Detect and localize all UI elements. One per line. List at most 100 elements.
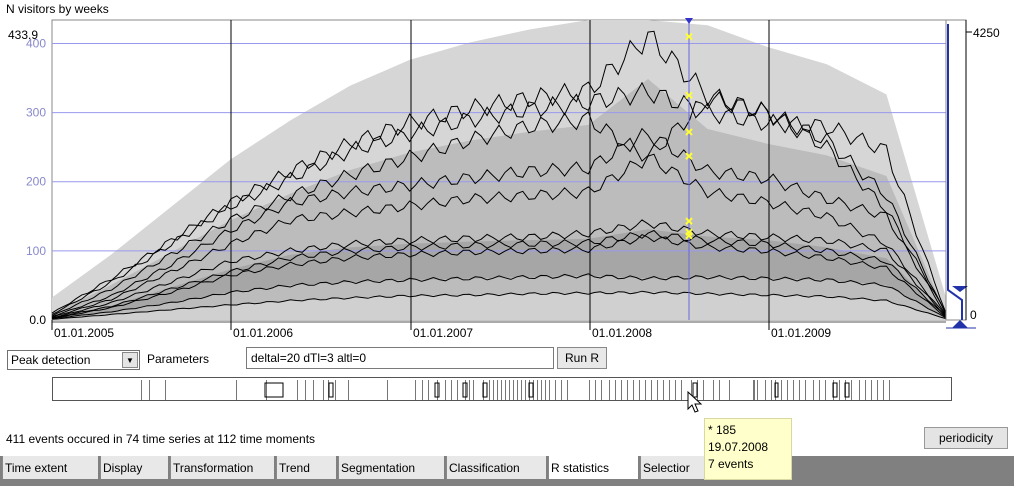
timeline-tick [323, 380, 324, 400]
timeline-tick [165, 380, 166, 400]
y-tick-label: 300 [26, 106, 46, 120]
timeline-tick [415, 380, 416, 400]
timeline-tick [627, 380, 628, 400]
timeline-tick [865, 380, 866, 400]
timeline-tick [883, 380, 884, 400]
method-select[interactable]: Peak detection ▼ [7, 350, 140, 370]
tab-r-statistics[interactable]: R statistics [548, 456, 638, 479]
timeline-tick [489, 380, 490, 400]
timeline-tick [549, 380, 550, 400]
timeline-tick [839, 380, 840, 400]
timeline-tick [501, 380, 502, 400]
timeline-tick [753, 380, 755, 400]
right-scale-top-label: 4250 [973, 26, 1000, 40]
timeline-tick [681, 380, 682, 400]
timeline-tick [149, 380, 150, 400]
timeline-tick [589, 380, 590, 400]
timeline-tick [805, 380, 806, 400]
timeline-tick [871, 380, 872, 400]
mouse-pointer-icon [687, 390, 703, 413]
timeline-tick [703, 380, 704, 400]
y-tick-label: 100 [26, 244, 46, 258]
y-tick-label: 0.0 [29, 313, 46, 327]
timeline-tick [473, 380, 474, 400]
tab-time-extent[interactable]: Time extent [2, 456, 98, 479]
tab-selection[interactable]: Selectior [640, 456, 706, 479]
chevron-down-icon[interactable]: ▼ [122, 352, 138, 368]
tab-classification[interactable]: Classification [446, 456, 546, 479]
timeline-tick [509, 380, 510, 400]
timeline-tick [513, 380, 514, 400]
peak-marker [685, 91, 693, 100]
timeline-tick [691, 380, 692, 400]
timeline-tick [601, 380, 602, 400]
series-line [51, 153, 947, 318]
parameters-input[interactable] [246, 347, 554, 369]
timeline-tick [555, 380, 556, 400]
timeline-tick [497, 380, 498, 400]
timeline-box [482, 382, 488, 398]
timeline-tick [297, 380, 298, 400]
x-tick-label: 01.01.2008 [592, 326, 652, 340]
tab-segmentation[interactable]: Segmentation [338, 456, 444, 479]
timeline-tick [719, 380, 720, 400]
timeline-tick [537, 380, 538, 400]
timeline-tick [765, 380, 766, 400]
tab-transformation[interactable]: Transformation [170, 456, 274, 479]
timeline-tick [521, 380, 522, 400]
tooltip-line-3: 7 events [708, 457, 754, 471]
timeline-tick [669, 380, 670, 400]
periodicity-button[interactable]: periodicity [924, 427, 1008, 449]
timeline-tick [451, 380, 452, 400]
timeline-tick [825, 380, 826, 400]
tooltip: * 185 19.07.2008 7 events [704, 418, 792, 480]
timeline-box [692, 382, 698, 398]
timeline-tick [445, 380, 446, 400]
series-lines [51, 30, 947, 320]
peak-marker [685, 128, 693, 136]
timeline-tick [781, 380, 782, 400]
timeline-tick [889, 380, 890, 400]
timeline-tick [465, 380, 466, 400]
timeline-tick [771, 380, 772, 400]
tab-trend[interactable]: Trend [276, 456, 336, 479]
timeline-tick [517, 380, 518, 400]
timeline-tick [813, 380, 814, 400]
series-line [51, 91, 947, 317]
timeline-box [462, 382, 468, 398]
timeline-tick [348, 380, 349, 400]
y-tick-label: 200 [26, 175, 46, 189]
timeline-tick [567, 380, 568, 400]
timeline-tick [877, 380, 878, 400]
timeline-tick [793, 380, 794, 400]
right-scale[interactable]: 4250 0 [945, 19, 1000, 329]
timeline-tick [545, 380, 546, 400]
peak-marker [685, 32, 693, 41]
timeline-box [264, 382, 284, 398]
x-tick-label: 01.01.2005 [54, 326, 114, 340]
timeline-tick [633, 380, 634, 400]
time-cursor[interactable] [685, 18, 693, 320]
tooltip-line-2: 19.07.2008 [708, 440, 769, 454]
x-tick-label: 01.01.2009 [771, 326, 831, 340]
timeline-tick [525, 380, 526, 400]
event-timeline-strip[interactable] [52, 377, 952, 401]
timeline-tick [657, 380, 658, 400]
timeline-box [528, 382, 534, 398]
right-scale-lower-handle-icon [952, 320, 968, 328]
band-min [52, 292, 946, 320]
timeline-tick [305, 380, 306, 400]
timeline-tick [663, 380, 664, 400]
timeline-box [328, 382, 334, 398]
timeline-tick [561, 380, 562, 400]
timeline-box [832, 382, 838, 398]
timeline-tick [729, 380, 730, 400]
timeline-tick [313, 380, 314, 400]
tab-display[interactable]: Display [100, 456, 168, 479]
peak-marker [685, 231, 693, 240]
y-tick-label: 400 [26, 36, 46, 50]
summary-text: 411 events occured in 74 time series at … [6, 432, 316, 446]
run-r-button[interactable]: Run R [557, 347, 607, 369]
